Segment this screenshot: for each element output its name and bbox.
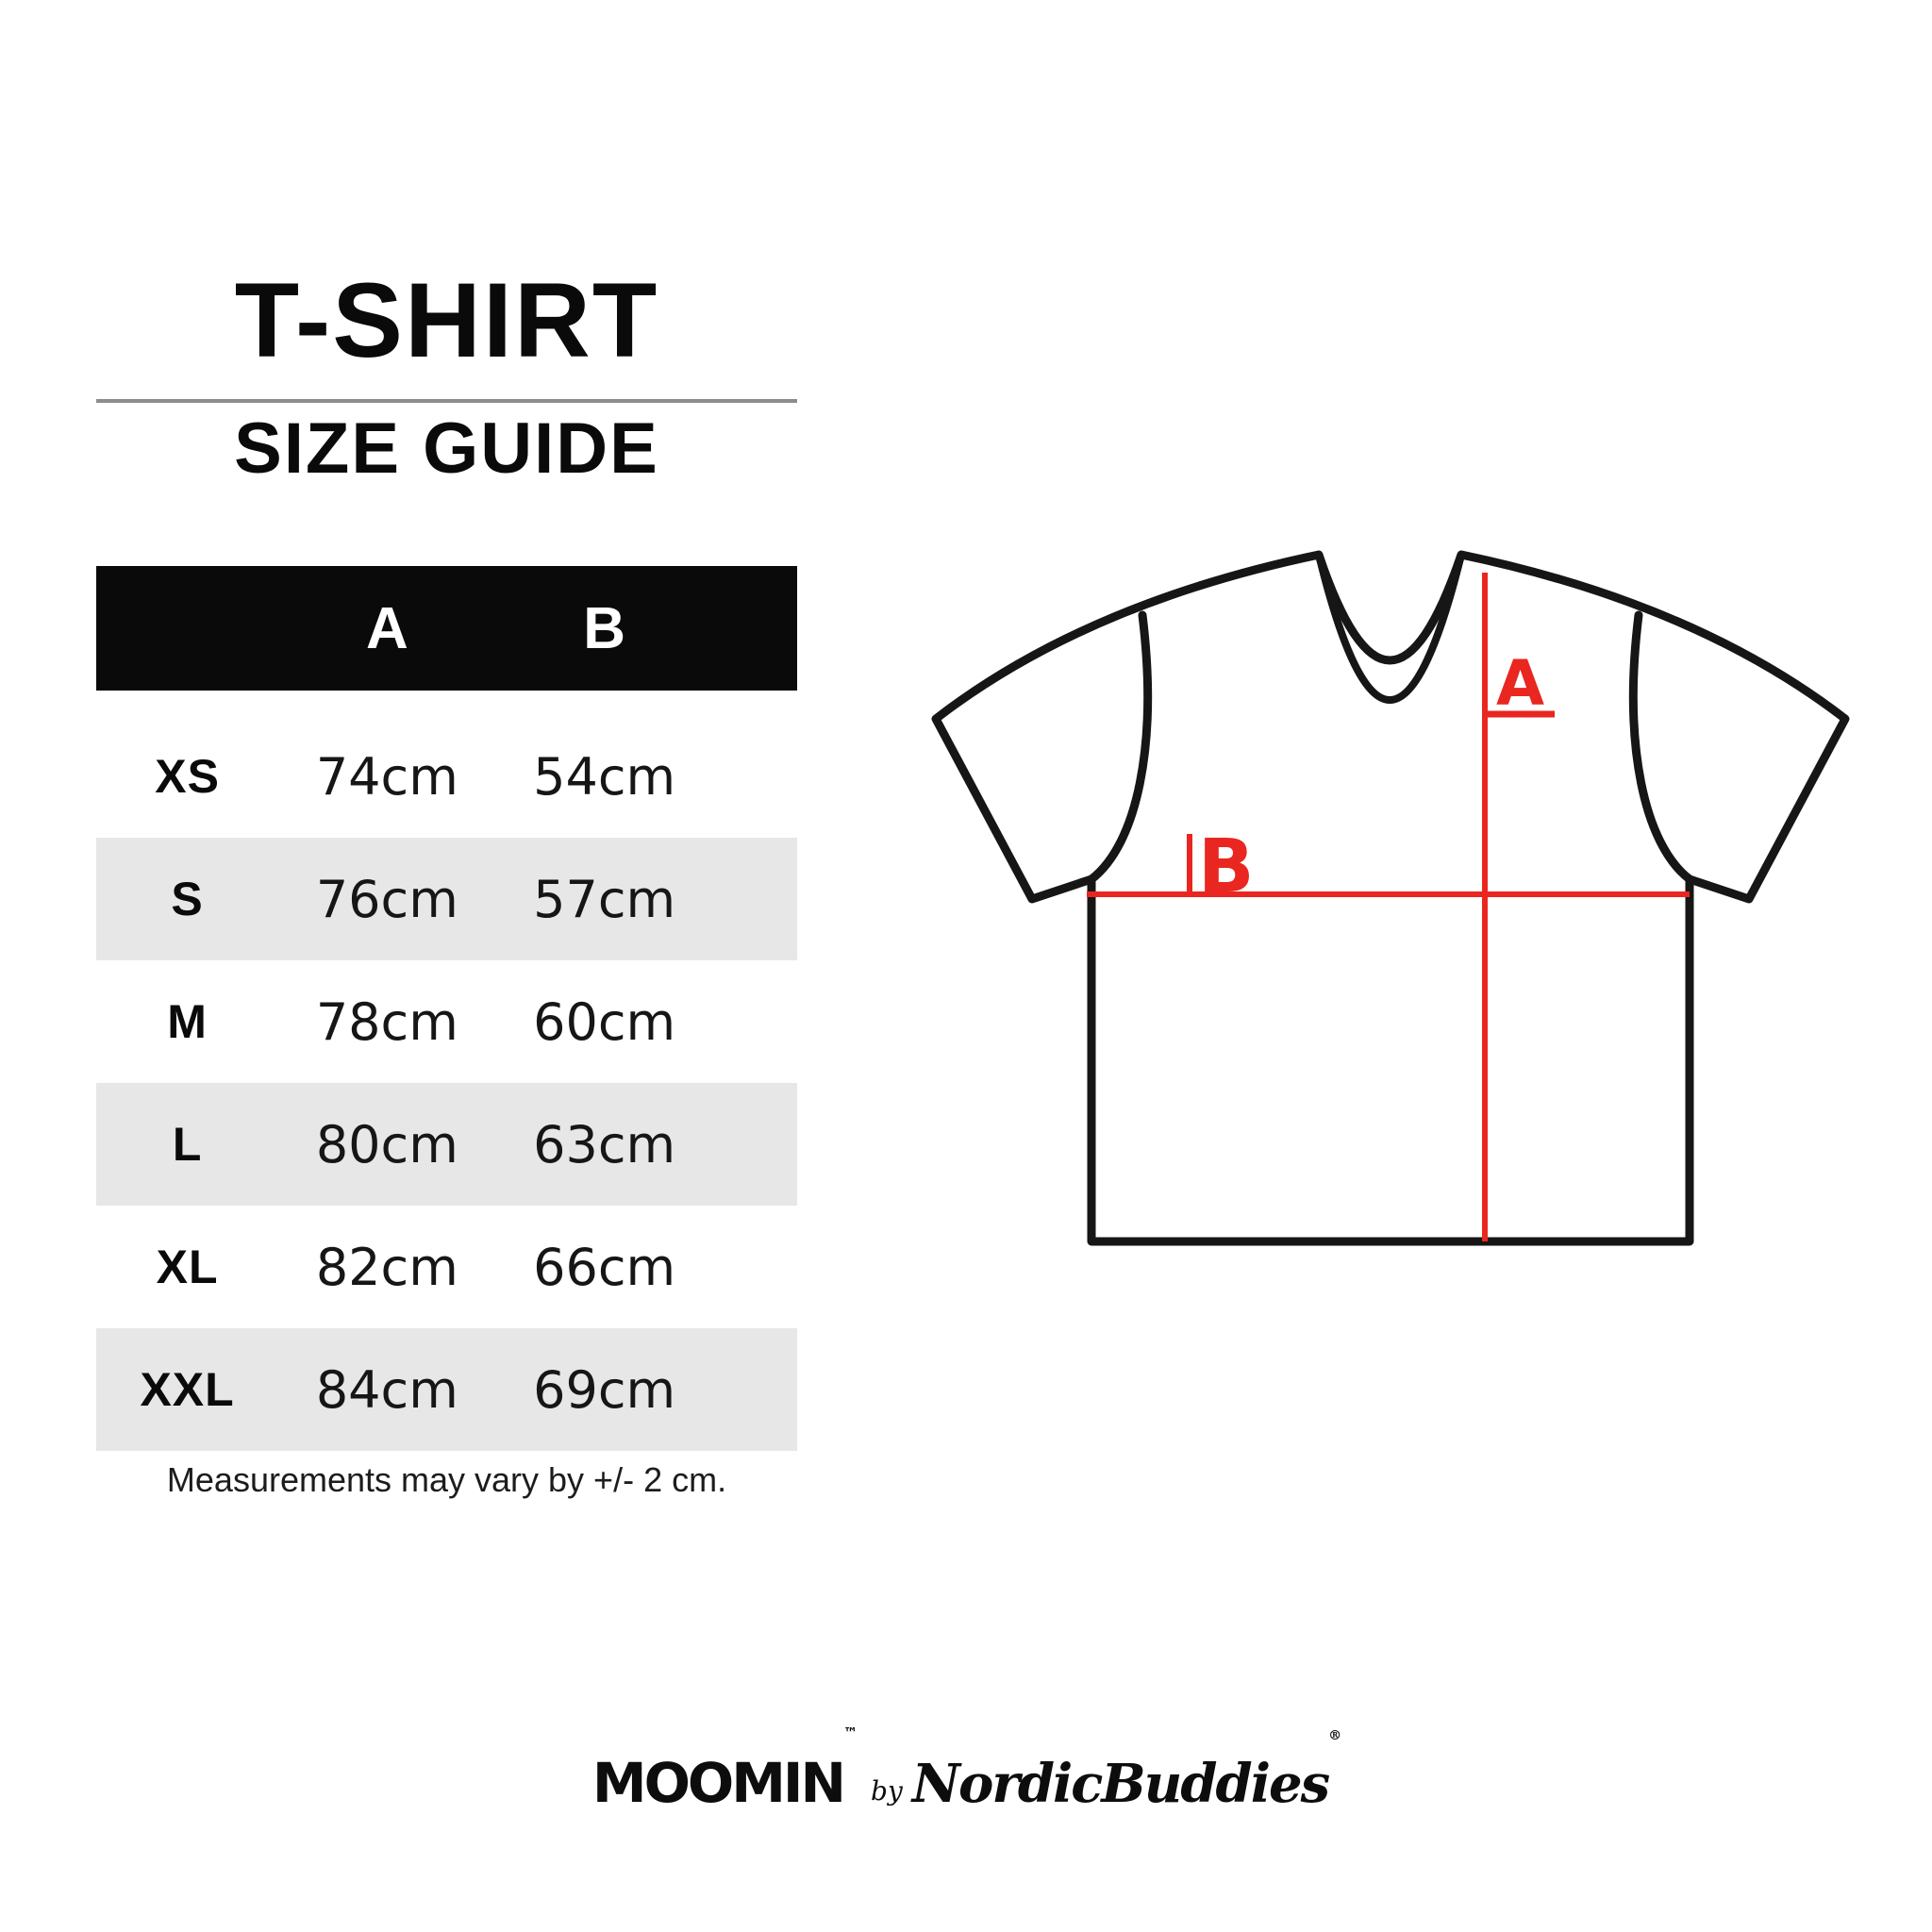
page-subtitle: SIZE GUIDE bbox=[234, 408, 659, 489]
size-table-header: A B bbox=[96, 566, 797, 691]
table-row: XL 82cm 66cm bbox=[96, 1206, 797, 1328]
measurement-a-cell: 78cm bbox=[315, 991, 458, 1052]
table-row: XXL 84cm 69cm bbox=[96, 1328, 797, 1451]
tshirt-outline bbox=[931, 550, 1850, 1246]
measurement-a-cell: 82cm bbox=[315, 1237, 458, 1297]
measurement-b-cell: 54cm bbox=[533, 746, 676, 807]
collar-inner-line bbox=[1315, 551, 1465, 704]
size-table: A B XS 74cm 54cm S 76cm 57cm M 78cm 60cm… bbox=[96, 566, 797, 1451]
measurement-a-cell: 74cm bbox=[315, 746, 458, 807]
moomin-logo: MOOMIN™ bbox=[591, 1724, 858, 1815]
table-row: S 76cm 57cm bbox=[96, 838, 797, 960]
size-cell: XS bbox=[155, 750, 220, 803]
size-cell: S bbox=[171, 873, 204, 925]
size-cell: XXL bbox=[140, 1363, 235, 1416]
size-cell: M bbox=[167, 995, 208, 1048]
label-a: A bbox=[1496, 647, 1544, 720]
label-b: B bbox=[1198, 824, 1254, 909]
size-cell: L bbox=[172, 1118, 203, 1171]
measurement-b-cell: 69cm bbox=[533, 1359, 676, 1420]
header-measurement-a: A bbox=[365, 595, 408, 661]
table-row: M 78cm 60cm bbox=[96, 960, 797, 1083]
registered-symbol: ® bbox=[1328, 1728, 1341, 1743]
footer-logo: MOOMIN™ by NordicBuddies® bbox=[0, 1724, 1932, 1826]
table-row: XS 74cm 54cm bbox=[96, 715, 797, 838]
title-divider bbox=[96, 399, 797, 403]
logo-connector: by bbox=[871, 1775, 903, 1807]
left-armhole-line bbox=[1087, 610, 1153, 884]
measurement-a-cell: 76cm bbox=[315, 869, 458, 929]
measurement-b-cell: 60cm bbox=[533, 991, 676, 1052]
measurement-note: Measurements may vary by +/- 2 cm. bbox=[166, 1460, 727, 1499]
size-cell: XL bbox=[156, 1241, 219, 1293]
tshirt-diagram: A B bbox=[896, 472, 1932, 1321]
measurement-a-cell: 80cm bbox=[315, 1114, 458, 1174]
header-measurement-b: B bbox=[583, 595, 626, 661]
trademark-symbol: ™ bbox=[843, 1724, 858, 1741]
nordicbuddies-logo: NordicBuddies® bbox=[911, 1728, 1341, 1815]
table-row: L 80cm 63cm bbox=[96, 1083, 797, 1206]
measurement-a-cell: 84cm bbox=[315, 1359, 458, 1420]
measurement-b-cell: 63cm bbox=[533, 1114, 676, 1174]
page-title: T-SHIRT bbox=[234, 261, 659, 379]
right-armhole-line bbox=[1628, 610, 1694, 884]
measurement-b-cell: 66cm bbox=[533, 1237, 676, 1297]
measurement-b-cell: 57cm bbox=[533, 869, 676, 929]
